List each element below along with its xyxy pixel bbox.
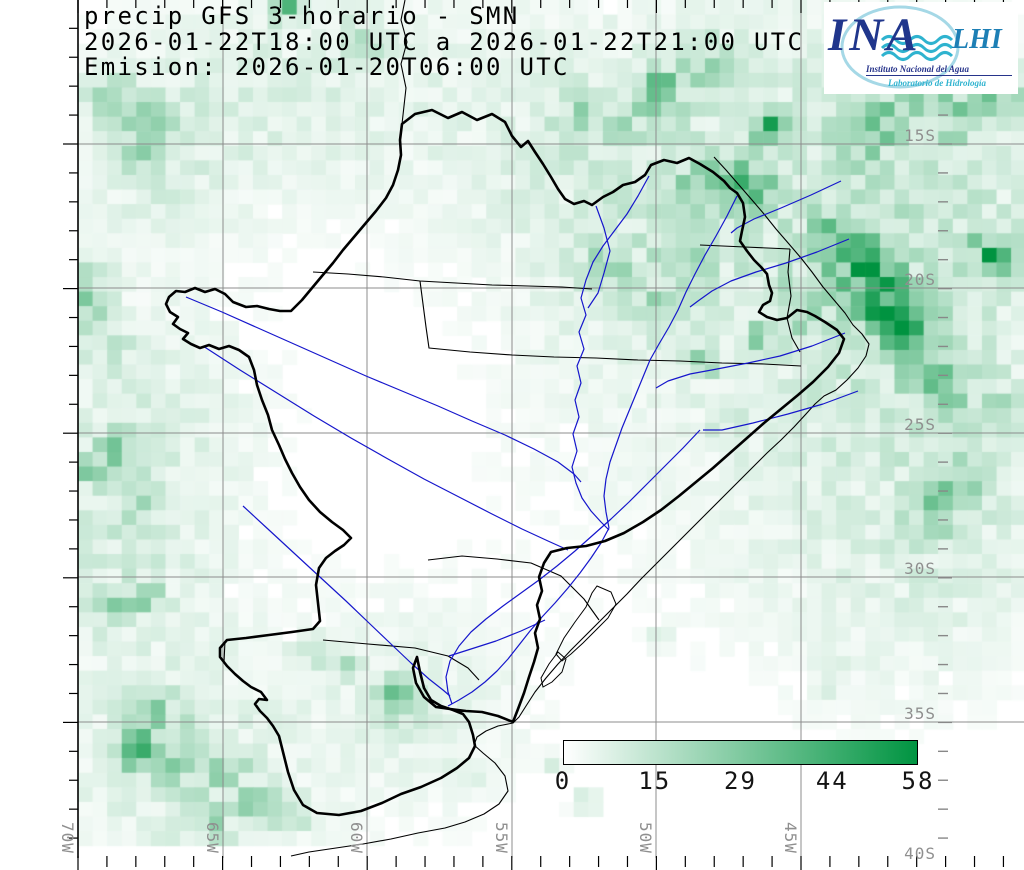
country-border <box>419 280 802 367</box>
ina-acronym: INA <box>828 9 921 61</box>
river <box>689 238 850 308</box>
basin-outline <box>164 108 846 817</box>
river <box>603 195 738 529</box>
water-waves-icon <box>880 35 954 61</box>
colorbar: 0 15 29 44 58 <box>555 740 932 795</box>
colorbar-tick-label: 0 <box>554 767 572 795</box>
colorbar-tick-label: 29 <box>724 767 757 795</box>
logo-circle-icon <box>840 5 960 89</box>
graticule <box>77 0 1024 858</box>
colorbar-gradient <box>563 740 918 765</box>
map-lines <box>164 0 870 857</box>
country-border <box>312 271 593 290</box>
river <box>202 345 569 551</box>
river <box>655 332 846 389</box>
colorbar-tick-label: 44 <box>815 767 849 795</box>
colorbar-tick-label: 15 <box>638 767 672 795</box>
river <box>571 175 650 531</box>
river <box>447 527 610 707</box>
country-border <box>427 555 600 621</box>
institute-name: Instituto Nacional del Agua <box>866 64 969 74</box>
colorbar-tick-label: 58 <box>901 767 935 795</box>
axis-ticks <box>63 0 1005 870</box>
river <box>242 505 451 697</box>
laboratory-name: Laboratorio de Hidrología <box>888 78 987 88</box>
country-border <box>400 0 408 125</box>
lhi-acronym: LHI <box>952 24 1002 55</box>
coastline <box>290 156 870 857</box>
country-border <box>786 248 801 353</box>
country-border <box>322 639 480 681</box>
river <box>730 180 842 234</box>
ina-logo: INA LHI Instituto Nacional del Agua Labo… <box>824 2 1018 94</box>
river <box>448 619 546 657</box>
country-border <box>223 640 226 663</box>
logo-graphics <box>840 5 960 89</box>
coastal-lagoon <box>540 651 567 688</box>
coastal-lagoon <box>555 585 617 662</box>
river <box>587 205 611 309</box>
logo-divider <box>866 75 1012 76</box>
river <box>185 296 582 483</box>
